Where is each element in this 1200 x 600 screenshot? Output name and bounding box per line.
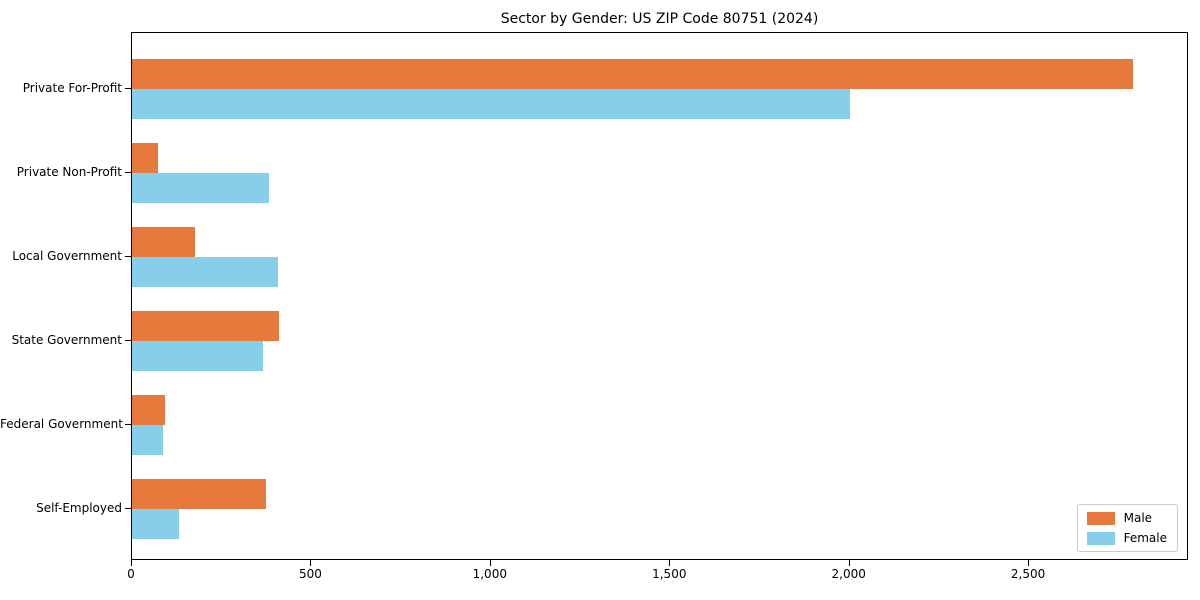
bar-female-self-employed: [132, 509, 179, 539]
bar-male-private-for-profit: [132, 59, 1134, 89]
x-tick-label-2-000: 2,000: [831, 567, 866, 581]
x-tick-label-0: 0: [127, 567, 135, 581]
y-tick-label-private-non-profit: Private Non-Profit: [16, 165, 122, 179]
legend-item-female: Female: [1086, 531, 1167, 545]
bar-male-private-non-profit: [132, 143, 158, 173]
legend-swatch-male: [1086, 511, 1115, 525]
x-tick-mark: [1028, 560, 1030, 566]
legend-label-female: Female: [1123, 531, 1167, 545]
y-tick-mark: [125, 340, 131, 341]
x-tick-label-1-000: 1,000: [472, 567, 507, 581]
y-tick-mark: [125, 172, 131, 173]
x-tick-label-500: 500: [298, 567, 322, 581]
bar-male-federal-government: [132, 395, 165, 425]
legend-item-male: Male: [1086, 511, 1167, 525]
y-tick-mark: [125, 424, 131, 425]
bar-female-federal-government: [132, 425, 163, 455]
plot-area: Male Female: [131, 32, 1188, 560]
x-tick-mark: [848, 560, 850, 566]
legend-label-male: Male: [1123, 511, 1153, 525]
bar-male-state-government: [132, 311, 280, 341]
x-tick-mark: [131, 560, 132, 566]
y-tick-mark: [125, 256, 131, 257]
bar-female-state-government: [132, 341, 264, 371]
y-tick-label-federal-government: Federal Government: [0, 417, 123, 431]
y-tick-mark: [125, 88, 131, 89]
chart-title: Sector by Gender: US ZIP Code 80751 (202…: [500, 11, 819, 27]
bar-female-private-for-profit: [132, 89, 850, 119]
x-tick-mark: [489, 560, 491, 566]
x-tick-mark: [310, 560, 312, 566]
x-tick-label-2-500: 2,500: [1010, 567, 1046, 581]
y-tick-label-local-government: Local Government: [12, 249, 122, 263]
bar-female-private-non-profit: [132, 173, 269, 203]
bar-male-local-government: [132, 227, 195, 257]
y-tick-label-self-employed: Self-Employed: [36, 501, 122, 515]
x-tick-mark: [669, 560, 671, 566]
y-tick-mark: [125, 508, 131, 509]
bar-male-self-employed: [132, 479, 266, 509]
legend: Male Female: [1076, 504, 1178, 552]
bar-female-local-government: [132, 257, 278, 287]
y-tick-label-state-government: State Government: [11, 333, 122, 347]
x-tick-label-1-500: 1,500: [652, 567, 687, 581]
y-tick-label-private-for-profit: Private For-Profit: [22, 81, 122, 95]
legend-swatch-female: [1086, 531, 1115, 545]
